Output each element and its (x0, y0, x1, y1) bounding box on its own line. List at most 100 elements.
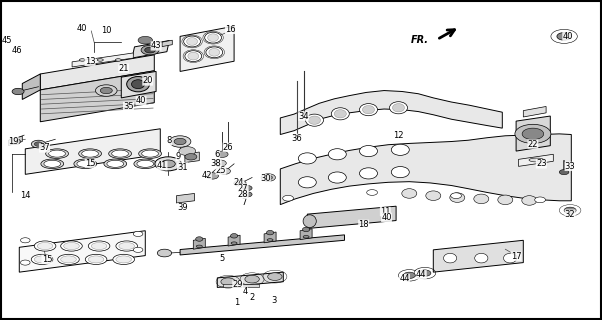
Polygon shape (523, 107, 546, 117)
Ellipse shape (302, 227, 309, 232)
Text: 41: 41 (157, 161, 167, 170)
Circle shape (101, 87, 113, 94)
Text: 45: 45 (2, 36, 13, 45)
Text: 24: 24 (234, 178, 244, 187)
Text: 40: 40 (76, 24, 87, 33)
Text: 31: 31 (177, 163, 188, 172)
Polygon shape (516, 116, 550, 151)
Ellipse shape (88, 256, 104, 263)
Ellipse shape (92, 243, 107, 250)
Circle shape (515, 124, 551, 143)
Circle shape (219, 168, 231, 174)
Text: 32: 32 (565, 210, 576, 219)
Ellipse shape (61, 241, 82, 251)
Ellipse shape (131, 80, 144, 89)
Ellipse shape (305, 114, 323, 126)
Circle shape (283, 196, 294, 201)
Text: 40: 40 (381, 213, 392, 222)
Circle shape (179, 147, 196, 156)
Polygon shape (25, 129, 160, 174)
Ellipse shape (141, 150, 158, 157)
Ellipse shape (328, 149, 346, 160)
Text: 14: 14 (20, 190, 31, 200)
Polygon shape (22, 74, 40, 100)
Polygon shape (162, 40, 172, 47)
Ellipse shape (113, 254, 134, 265)
Text: 13: 13 (85, 57, 95, 66)
Text: 10: 10 (101, 27, 111, 36)
Text: 46: 46 (11, 46, 22, 55)
Ellipse shape (498, 195, 513, 204)
Ellipse shape (49, 150, 66, 157)
Ellipse shape (205, 32, 222, 43)
Text: 44: 44 (416, 270, 427, 279)
Ellipse shape (184, 36, 200, 47)
Text: 33: 33 (565, 162, 576, 171)
Circle shape (155, 157, 181, 171)
Circle shape (161, 160, 175, 168)
Ellipse shape (46, 149, 69, 158)
Ellipse shape (119, 243, 134, 250)
Circle shape (535, 197, 545, 203)
Ellipse shape (209, 49, 220, 56)
Ellipse shape (328, 172, 346, 183)
Ellipse shape (391, 144, 409, 156)
Ellipse shape (141, 45, 159, 55)
Text: 8: 8 (167, 136, 172, 145)
Text: 15: 15 (42, 255, 52, 264)
Ellipse shape (299, 177, 316, 188)
Polygon shape (180, 235, 344, 255)
Ellipse shape (267, 239, 273, 241)
Ellipse shape (185, 51, 202, 61)
Text: 34: 34 (299, 112, 309, 121)
Circle shape (133, 231, 143, 236)
Circle shape (559, 170, 569, 175)
Ellipse shape (444, 253, 457, 263)
Circle shape (96, 85, 117, 96)
Text: 43: 43 (150, 41, 161, 51)
Polygon shape (281, 91, 502, 134)
Ellipse shape (187, 38, 197, 45)
Ellipse shape (208, 34, 219, 42)
Ellipse shape (116, 256, 131, 263)
Text: 21: 21 (119, 64, 129, 73)
Ellipse shape (77, 160, 94, 167)
Ellipse shape (79, 149, 102, 158)
Circle shape (221, 278, 235, 285)
Circle shape (34, 142, 43, 146)
Text: 38: 38 (211, 159, 222, 168)
Ellipse shape (85, 254, 107, 265)
Circle shape (557, 33, 571, 40)
Circle shape (419, 270, 431, 276)
Circle shape (138, 36, 152, 44)
Text: 3: 3 (272, 296, 277, 305)
Text: 16: 16 (225, 25, 236, 34)
Ellipse shape (206, 47, 223, 58)
Text: 2: 2 (249, 293, 255, 302)
Ellipse shape (426, 191, 441, 200)
Polygon shape (281, 134, 571, 204)
Ellipse shape (334, 110, 346, 118)
Polygon shape (217, 272, 284, 287)
Text: 30: 30 (260, 174, 271, 183)
Ellipse shape (196, 245, 202, 248)
Ellipse shape (503, 253, 517, 263)
Circle shape (133, 247, 143, 252)
Polygon shape (518, 154, 553, 166)
Ellipse shape (389, 102, 408, 114)
Ellipse shape (299, 153, 316, 164)
Circle shape (367, 190, 377, 196)
Ellipse shape (331, 108, 349, 120)
Text: 12: 12 (393, 131, 404, 140)
Ellipse shape (231, 234, 238, 238)
Text: 36: 36 (292, 134, 302, 143)
Circle shape (185, 154, 197, 160)
Ellipse shape (196, 237, 203, 241)
Ellipse shape (475, 253, 488, 263)
Circle shape (12, 88, 24, 95)
Circle shape (20, 238, 30, 243)
Circle shape (522, 128, 544, 140)
Ellipse shape (474, 194, 489, 204)
Ellipse shape (58, 254, 79, 265)
Circle shape (245, 275, 259, 283)
